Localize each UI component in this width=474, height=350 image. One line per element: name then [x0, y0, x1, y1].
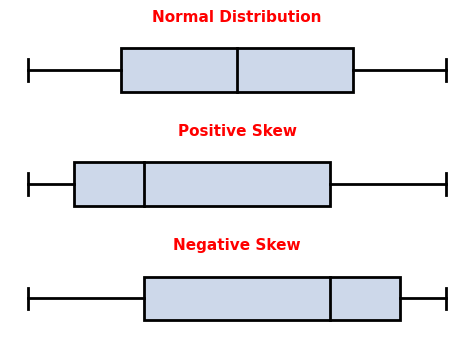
Text: Normal Distribution: Normal Distribution — [152, 10, 322, 25]
Text: Negative Skew: Negative Skew — [173, 238, 301, 253]
Bar — [144, 277, 400, 320]
Bar — [121, 48, 353, 92]
Bar — [74, 162, 330, 206]
Text: Positive Skew: Positive Skew — [177, 124, 297, 139]
